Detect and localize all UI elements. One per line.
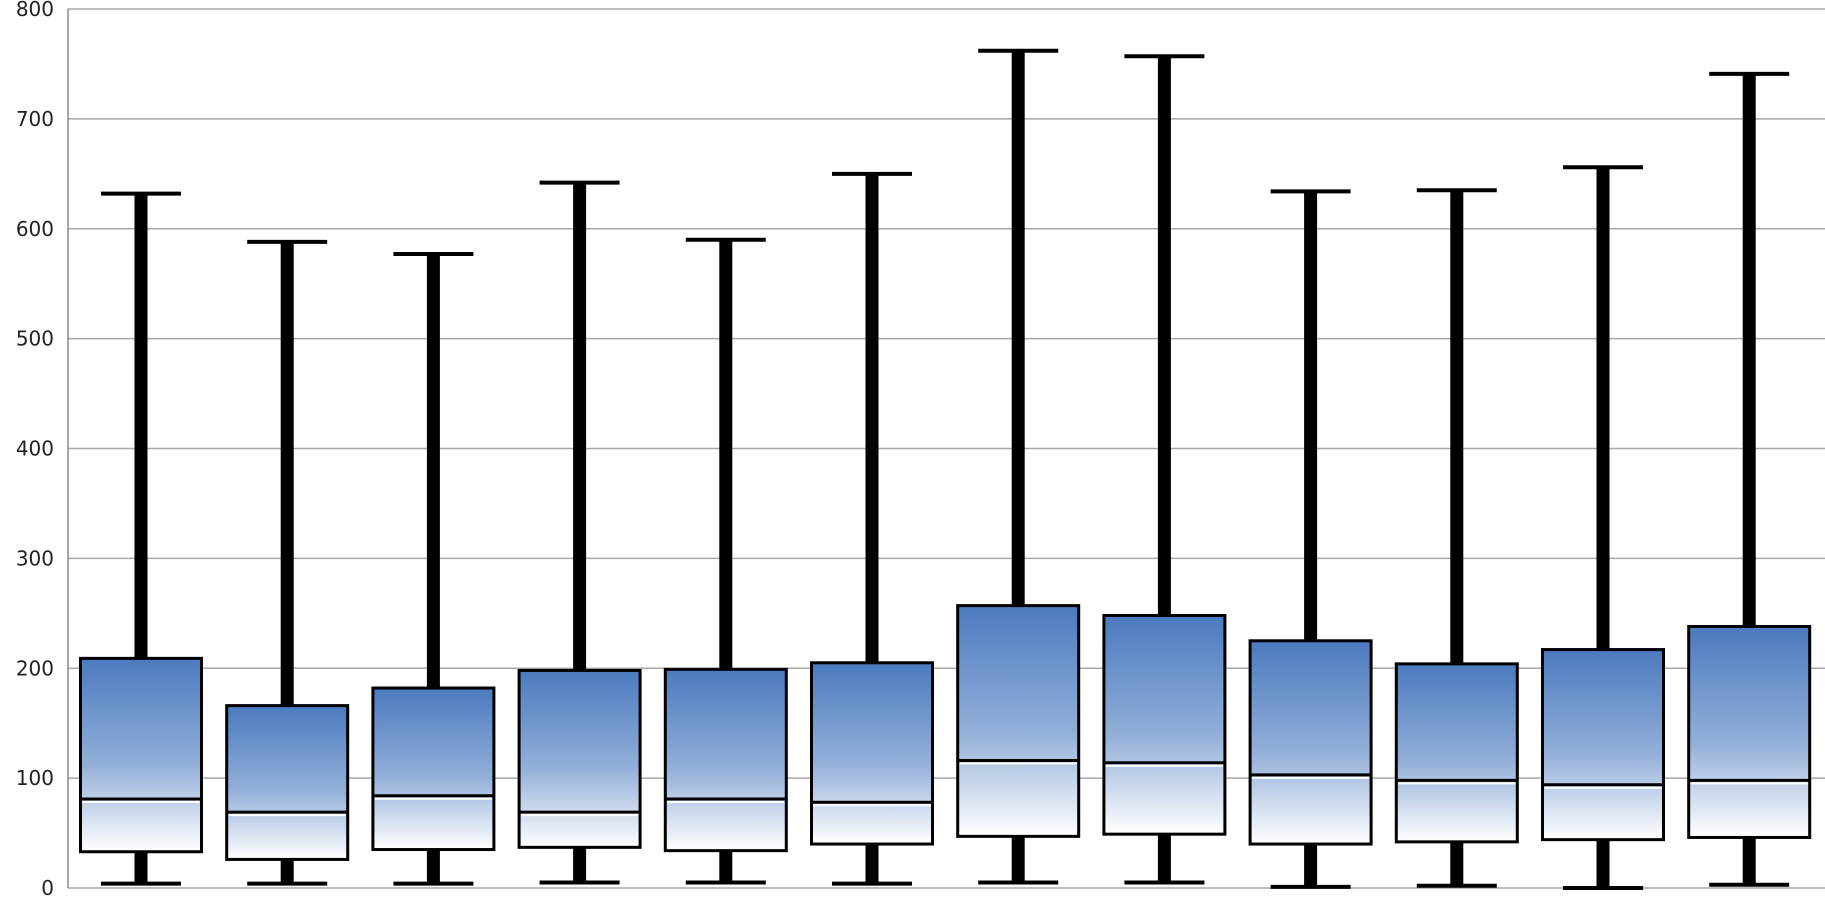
- y-tick-label: 200: [16, 656, 54, 680]
- box-group: [663, 237, 788, 885]
- box-group: [517, 180, 642, 885]
- iqr-box: [810, 661, 934, 846]
- box-group: [225, 239, 350, 886]
- gridlines: [68, 8, 1825, 889]
- y-tick-label: 500: [16, 327, 54, 351]
- box-group: [810, 171, 934, 886]
- iqr-box: [371, 686, 496, 852]
- iqr-box: [1541, 648, 1665, 842]
- iqr-box: [79, 656, 203, 854]
- box-group: [371, 252, 496, 886]
- y-tick-label: 300: [16, 546, 54, 570]
- box-group: [1248, 189, 1373, 889]
- box-group: [956, 48, 1081, 885]
- iqr-box: [1394, 662, 1519, 844]
- y-tick-label: 0: [41, 876, 54, 900]
- y-axis-tick-labels: 0 100 200 300 400 500 600 700 800: [16, 0, 54, 900]
- iqr-box: [956, 604, 1081, 838]
- y-tick-label: 100: [16, 766, 54, 790]
- iqr-box: [225, 704, 350, 861]
- box-group: [1541, 165, 1665, 890]
- box-group: [1394, 188, 1519, 888]
- box-group: [79, 191, 203, 886]
- iqr-box: [517, 668, 642, 849]
- iqr-box: [1248, 639, 1373, 846]
- box-group: [1687, 71, 1812, 887]
- iqr-box: [1102, 614, 1227, 836]
- y-tick-label: 600: [16, 217, 54, 241]
- boxes: [79, 48, 1812, 890]
- y-tick-label: 400: [16, 437, 54, 461]
- y-tick-label: 700: [16, 107, 54, 131]
- box-group: [1102, 54, 1227, 885]
- iqr-box: [1687, 624, 1812, 839]
- y-tick-label: 800: [16, 0, 54, 21]
- iqr-box: [663, 667, 788, 853]
